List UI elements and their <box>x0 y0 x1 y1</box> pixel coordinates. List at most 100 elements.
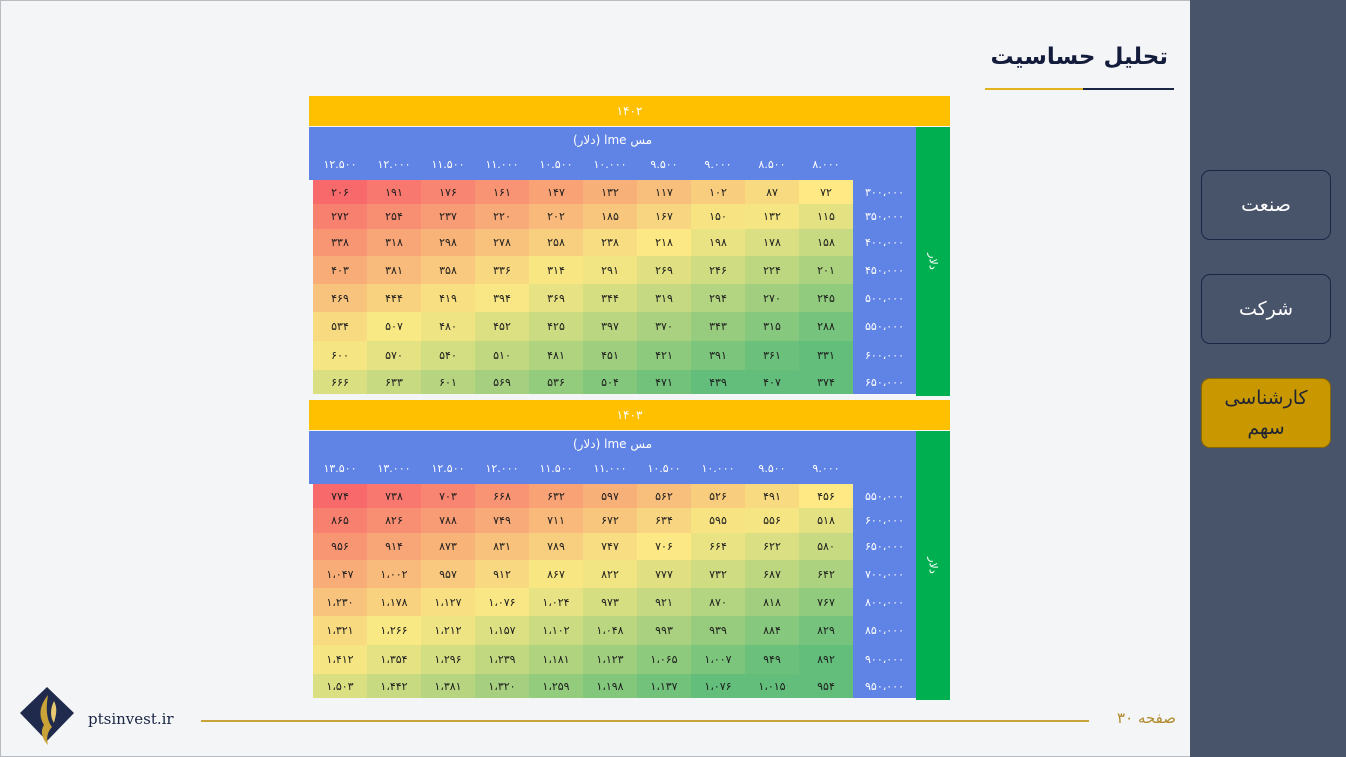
table-cell: ۱،۲۵۹ <box>529 674 583 698</box>
table-cell: ۵۷۰ <box>367 341 421 370</box>
table-cell: ۱،۰۱۵ <box>745 674 799 698</box>
table-cell: ۱،۰۰۲ <box>367 560 421 588</box>
table-cell: ۸۷ <box>745 180 799 204</box>
table-cell: ۹۷۳ <box>583 588 637 616</box>
table-cell: ۱،۱۷۸ <box>367 588 421 616</box>
table-cell: ۱،۲۱۲ <box>421 616 475 645</box>
table-cell: ۴۵۶ <box>799 484 853 508</box>
table-cell: ۱،۳۸۱ <box>421 674 475 698</box>
side-label: دلار <box>926 253 940 270</box>
table-cell: ۳۶۱ <box>745 341 799 370</box>
website-link[interactable]: ptsinvest.ir <box>88 710 174 728</box>
row-header: ۸۵۰،۰۰۰ <box>853 616 916 645</box>
table-cell: ۱،۴۴۲ <box>367 674 421 698</box>
table-cell: ۵۰۴ <box>583 370 637 394</box>
table-cell: ۹۵۴ <box>799 674 853 698</box>
table-cell: ۲۰۶ <box>313 180 367 204</box>
table-cell: ۱۷۶ <box>421 180 475 204</box>
table-cell: ۴۶۹ <box>313 284 367 312</box>
table-cell: ۴۳۹ <box>691 370 745 394</box>
column-header-band <box>309 431 916 484</box>
table-cell: ۱،۳۲۱ <box>313 616 367 645</box>
table-cell: ۲۱۸ <box>637 229 691 256</box>
nav-industry-button[interactable]: صنعت <box>1201 170 1331 240</box>
row-header: ۹۵۰،۰۰۰ <box>853 674 916 698</box>
table-cell: ۴۲۵ <box>529 312 583 341</box>
table-cell: ۷۷۴ <box>313 484 367 508</box>
table-cell: ۴۴۴ <box>367 284 421 312</box>
table-cell: ۳۹۱ <box>691 341 745 370</box>
table-cell: ۴۰۷ <box>745 370 799 394</box>
table-cell: ۳۱۹ <box>637 284 691 312</box>
table-cell: ۳۴۳ <box>691 312 745 341</box>
table-cell: ۴۹۱ <box>745 484 799 508</box>
table-cell: ۷۸۹ <box>529 533 583 560</box>
table-cell: ۱۹۱ <box>367 180 421 204</box>
table-cell: ۶۶۴ <box>691 533 745 560</box>
table-cell: ۹۲۱ <box>637 588 691 616</box>
table-cell: ۶۴۲ <box>799 560 853 588</box>
title-underline-gold <box>985 88 1085 90</box>
row-header: ۳۰۰،۰۰۰ <box>853 180 916 204</box>
row-header: ۴۵۰،۰۰۰ <box>853 256 916 284</box>
table-cell: ۱،۱۵۷ <box>475 616 529 645</box>
table-cell: ۲۸۸ <box>799 312 853 341</box>
table-cell: ۲۰۲ <box>529 204 583 229</box>
side-label: دلار <box>926 557 940 574</box>
table-cell: ۴۱۹ <box>421 284 475 312</box>
column-header: ۱۰.۰۰۰ <box>593 158 627 171</box>
table-cell: ۱،۰۷۶ <box>475 588 529 616</box>
table-cell: ۱،۰۴۷ <box>313 560 367 588</box>
row-header: ۷۰۰،۰۰۰ <box>853 560 916 588</box>
table-cell: ۲۷۲ <box>313 204 367 229</box>
table-cell: ۱۵۸ <box>799 229 853 256</box>
table-cell: ۵۳۶ <box>529 370 583 394</box>
column-header: ۱۰.۵۰۰ <box>647 462 681 475</box>
table-cell: ۴۵۱ <box>583 341 637 370</box>
table-cell: ۱،۲۳۹ <box>475 645 529 674</box>
sensitivity-table-1402: ۱۴۰۲ مس lme (دلار) ۸.۰۰۰ ۸.۵۰۰ ۹.۰۰۰ ۹.۵۰۰ ۱۰.… <box>309 96 950 396</box>
table-cell: ۸۱۸ <box>745 588 799 616</box>
table-cell: ۵۲۶ <box>691 484 745 508</box>
table-cell: ۲۴۶ <box>691 256 745 284</box>
table-cell: ۱۰۲ <box>691 180 745 204</box>
table-cell: ۳۱۴ <box>529 256 583 284</box>
table-cell: ۴۸۰ <box>421 312 475 341</box>
table-cell: ۵۳۴ <box>313 312 367 341</box>
table-cell: ۱،۱۲۷ <box>421 588 475 616</box>
table-cell: ۳۷۰ <box>637 312 691 341</box>
table-cell: ۱۴۷ <box>529 180 583 204</box>
table-cell: ۹۱۴ <box>367 533 421 560</box>
table-subtitle: مس lme (دلار) <box>572 133 653 147</box>
table-cell: ۹۵۷ <box>421 560 475 588</box>
column-header: ۸.۵۰۰ <box>758 158 786 171</box>
table-cell: ۷۳۸ <box>367 484 421 508</box>
table-cell: ۳۱۵ <box>745 312 799 341</box>
table-cell: ۹۵۶ <box>313 533 367 560</box>
column-header: ۱۲.۵۰۰ <box>323 158 357 171</box>
table-cell: ۸۸۴ <box>745 616 799 645</box>
table-cell: ۹۳۹ <box>691 616 745 645</box>
nav-company-button[interactable]: شرکت <box>1201 274 1331 344</box>
table-cell: ۳۸۱ <box>367 256 421 284</box>
table-cell: ۸۶۵ <box>313 508 367 533</box>
table-cell: ۱۷۸ <box>745 229 799 256</box>
table-cell: ۷۰۶ <box>637 533 691 560</box>
nav-stock-analysis-button[interactable]: کارشناسی سهم <box>1201 378 1331 448</box>
column-header: ۱۲.۵۰۰ <box>431 462 465 475</box>
column-header: ۱۳.۵۰۰ <box>323 462 357 475</box>
table-cell: ۴۸۱ <box>529 341 583 370</box>
table-cell: ۲۰۱ <box>799 256 853 284</box>
row-header: ۳۵۰،۰۰۰ <box>853 204 916 229</box>
table-cell: ۱،۱۲۳ <box>583 645 637 674</box>
table-cell: ۷۸۸ <box>421 508 475 533</box>
table-cell: ۲۵۴ <box>367 204 421 229</box>
table-cell: ۸۲۶ <box>367 508 421 533</box>
table-cell: ۶۶۸ <box>475 484 529 508</box>
column-header: ۱۱.۵۰۰ <box>539 462 573 475</box>
table-cell: ۸۷۰ <box>691 588 745 616</box>
table-cell: ۳۳۱ <box>799 341 853 370</box>
table-cell: ۲۳۷ <box>421 204 475 229</box>
table-cell: ۳۹۴ <box>475 284 529 312</box>
table-cell: ۱،۱۹۸ <box>583 674 637 698</box>
